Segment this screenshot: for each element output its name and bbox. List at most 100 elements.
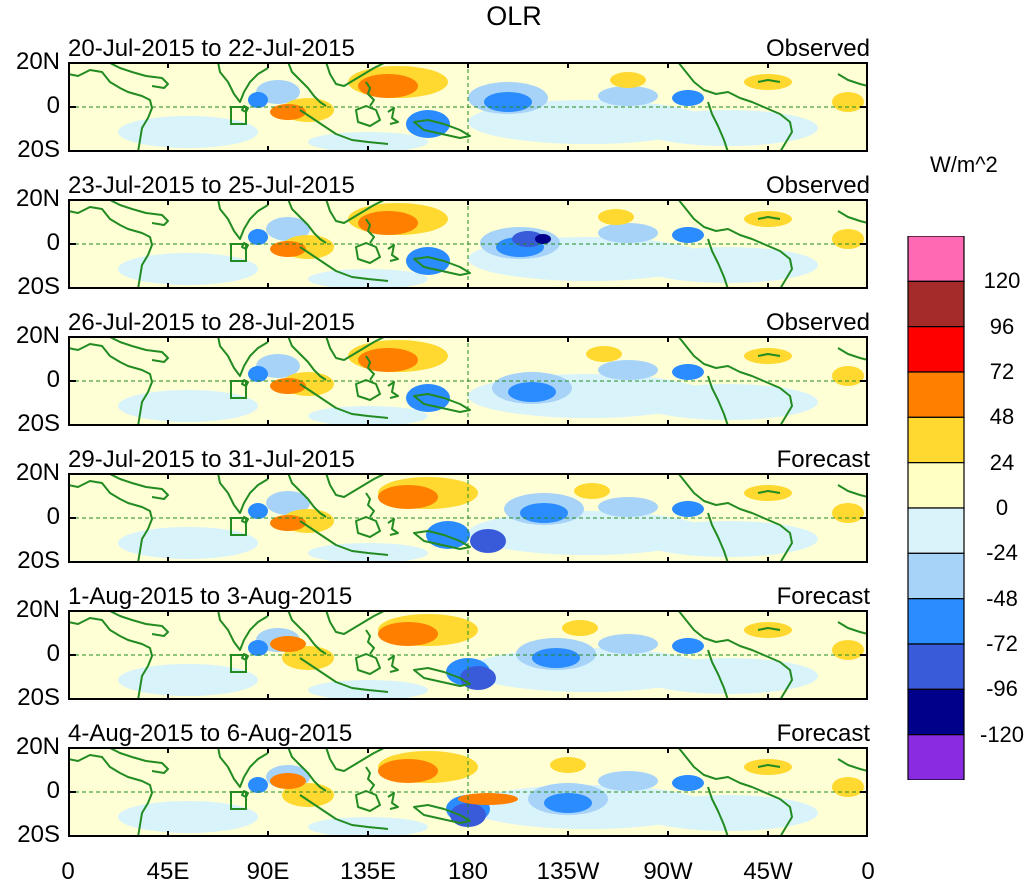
coastline (837, 621, 868, 635)
coastline (837, 73, 868, 87)
anomaly-contour (832, 640, 864, 660)
lat-tick-label: 0 (46, 229, 60, 256)
anomaly-contour (378, 622, 438, 646)
anomaly-contour (598, 86, 658, 106)
lat-tick-label: 0 (46, 640, 60, 667)
colorbar-label: 24 (989, 449, 1015, 475)
anomaly-contour (282, 783, 334, 807)
coastline (299, 109, 389, 145)
lat-tick-label: 20N (15, 185, 60, 212)
colorbar-swatch (907, 598, 965, 645)
lat-tick-label: 20S (17, 821, 60, 848)
anomaly-contour (378, 759, 438, 783)
coastline (68, 206, 153, 289)
coastline (287, 336, 327, 381)
coastline (387, 792, 399, 810)
colorbar-label: -24 (986, 540, 1018, 566)
anomaly-contour (406, 247, 450, 275)
coastline (677, 610, 793, 700)
coastline (325, 473, 387, 498)
anomaly-contour (598, 634, 658, 654)
coastline (287, 747, 327, 792)
anomaly-contour (378, 485, 438, 509)
colorbar-label: 120 (983, 268, 1021, 294)
coastline (413, 393, 471, 413)
map-panel: 20-Jul-2015 to 22-Jul-2015 Observed 20N 0 20… (0, 36, 880, 174)
coastline (837, 210, 868, 224)
colorbar-label: -120 (980, 721, 1025, 747)
olr-anomaly-map (68, 62, 868, 152)
coastline (68, 480, 153, 563)
coastline (287, 610, 327, 655)
anomaly-contour (672, 638, 704, 654)
coastline (355, 105, 381, 127)
anomaly-contour (535, 234, 551, 244)
lon-tick-label: 135E (339, 858, 397, 885)
coastline (299, 794, 389, 830)
map-panel: 1-Aug-2015 to 3-Aug-2015 Forecast 20N 0 20S (0, 584, 880, 722)
coastline (287, 62, 327, 107)
colorbar-label: 72 (989, 359, 1015, 384)
coastline (837, 484, 868, 498)
colorbar-label: 0 (995, 495, 1009, 520)
anomaly-contour (586, 346, 622, 362)
panel-kind-label: Forecast (776, 583, 870, 610)
anomaly-contour (598, 223, 658, 243)
coastline (68, 69, 153, 152)
anomaly-contour (672, 90, 704, 106)
longitude-axis: 0 45E 90E 135E 180 135W 90W 45W 0 (0, 858, 1028, 887)
anomaly-contour (270, 773, 306, 789)
coastline (677, 199, 793, 289)
lat-tick-label: 0 (46, 777, 60, 804)
coastline (68, 343, 153, 426)
coastline (707, 786, 729, 837)
lat-tick-label: 20N (15, 733, 60, 760)
coastline (355, 516, 381, 538)
coastline (365, 81, 375, 107)
lat-tick-label: 0 (46, 92, 60, 119)
anomaly-contour (744, 622, 792, 638)
coastline (355, 653, 381, 675)
colorbar-label: -96 (986, 676, 1018, 702)
coastline (757, 490, 781, 494)
anomaly-contour (406, 110, 450, 138)
coastline (217, 747, 269, 788)
coastline (217, 473, 269, 514)
olr-anomaly-map (68, 473, 868, 563)
anomaly-contour (520, 503, 568, 523)
panel-date-range: 1-Aug-2015 to 3-Aug-2015 (68, 583, 353, 610)
coastline (757, 353, 781, 357)
anomaly-contour (248, 366, 268, 382)
colorbar-swatch (907, 280, 965, 328)
anomaly-contour (248, 229, 268, 245)
lat-tick-label: 20S (17, 547, 60, 574)
anomaly-contour (672, 775, 704, 791)
colorbar-label: -72 (986, 631, 1018, 656)
coastline (107, 199, 169, 226)
coastline (707, 649, 729, 700)
coastline (365, 355, 375, 381)
anomaly-contour (638, 658, 818, 694)
lon-tick-label: 45W (743, 858, 793, 885)
anomaly-contour (672, 501, 704, 517)
anomaly-contour (282, 646, 334, 670)
anomaly-contour (744, 759, 792, 775)
anomaly-contour (358, 348, 418, 372)
anomaly-contour (550, 757, 586, 773)
coastline (217, 610, 269, 651)
coastline (107, 62, 169, 89)
anomaly-contour (744, 485, 792, 501)
coastline (325, 199, 387, 224)
coastline (707, 512, 729, 563)
coastline (325, 336, 387, 361)
anomaly-contour (248, 92, 268, 108)
lon-tick-label: 90E (246, 858, 290, 885)
coastline (299, 246, 389, 282)
map-panel: 4-Aug-2015 to 6-Aug-2015 Forecast 20N 0 20S (0, 721, 880, 859)
coastline (299, 520, 389, 556)
anomaly-contour (450, 803, 486, 827)
coastline (413, 530, 471, 550)
lat-tick-label: 20S (17, 684, 60, 711)
colorbar-label: 48 (989, 404, 1015, 430)
olr-anomaly-map (68, 336, 868, 426)
